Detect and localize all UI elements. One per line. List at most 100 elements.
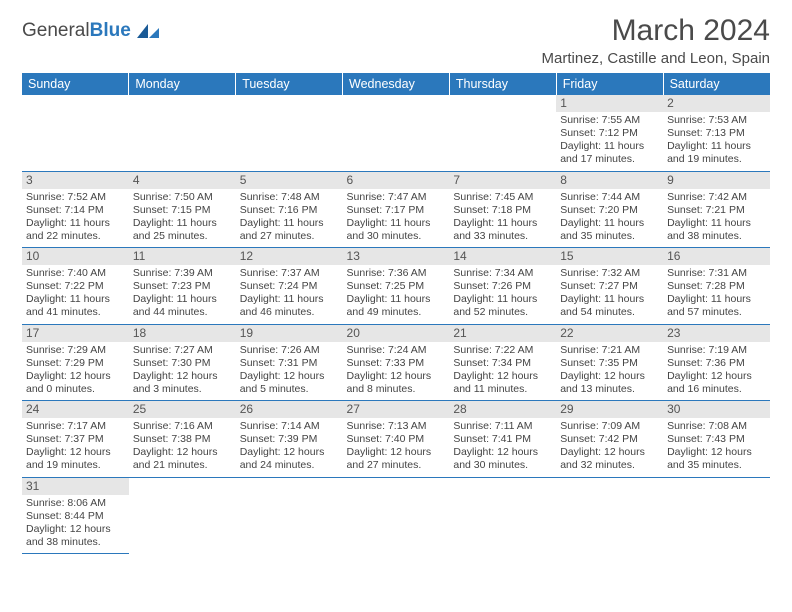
day-number: 10 (22, 248, 129, 265)
day-info-line: Sunrise: 7:29 AM (26, 344, 125, 357)
logo-text: GeneralBlue (22, 20, 131, 42)
day-number: 22 (556, 325, 663, 342)
calendar-cell: 29Sunrise: 7:09 AMSunset: 7:42 PMDayligh… (556, 401, 663, 478)
day-number: 11 (129, 248, 236, 265)
day-info-line: Sunset: 7:23 PM (133, 280, 232, 293)
weekday-header: Thursday (449, 73, 556, 95)
calendar-cell: 27Sunrise: 7:13 AMSunset: 7:40 PMDayligh… (343, 401, 450, 478)
calendar-row: 31 Sunrise: 8:06 AMSunset: 8:44 PMDayligh… (22, 477, 770, 554)
calendar-row: 17Sunrise: 7:29 AMSunset: 7:29 PMDayligh… (22, 324, 770, 401)
calendar-cell: 10Sunrise: 7:40 AMSunset: 7:22 PMDayligh… (22, 248, 129, 325)
day-info-line: Sunrise: 7:42 AM (667, 191, 766, 204)
calendar-cell (129, 95, 236, 171)
day-info-line: Daylight: 12 hours (560, 370, 659, 383)
day-info-line: Sunset: 7:31 PM (240, 357, 339, 370)
day-info-line: Sunrise: 7:39 AM (133, 267, 232, 280)
calendar-cell (556, 477, 663, 554)
calendar-cell: 26Sunrise: 7:14 AMSunset: 7:39 PMDayligh… (236, 401, 343, 478)
calendar-cell: 16Sunrise: 7:31 AMSunset: 7:28 PMDayligh… (663, 248, 770, 325)
day-info-line: Daylight: 11 hours (560, 217, 659, 230)
day-info-line: Sunset: 7:22 PM (26, 280, 125, 293)
day-number: 18 (129, 325, 236, 342)
day-info-line: Daylight: 12 hours (240, 446, 339, 459)
day-number: 7 (449, 172, 556, 189)
day-info-line: Sunset: 7:30 PM (133, 357, 232, 370)
day-info-line: and 44 minutes. (133, 306, 232, 319)
day-info-line: Sunset: 7:40 PM (347, 433, 446, 446)
calendar-body: 1Sunrise: 7:55 AMSunset: 7:12 PMDaylight… (22, 95, 770, 554)
day-number: 5 (236, 172, 343, 189)
day-number: 16 (663, 248, 770, 265)
day-number: 25 (129, 401, 236, 418)
day-number: 9 (663, 172, 770, 189)
calendar-cell: 4Sunrise: 7:50 AMSunset: 7:15 PMDaylight… (129, 171, 236, 248)
day-info-line: Daylight: 12 hours (26, 523, 125, 536)
day-info-line: Sunrise: 7:21 AM (560, 344, 659, 357)
day-info-line: Sunrise: 7:22 AM (453, 344, 552, 357)
day-info-line: and 33 minutes. (453, 230, 552, 243)
day-info-line: and 54 minutes. (560, 306, 659, 319)
day-info-line: Sunset: 7:37 PM (26, 433, 125, 446)
day-info-line: Sunset: 8:44 PM (26, 510, 125, 523)
day-info-line: Sunrise: 7:14 AM (240, 420, 339, 433)
day-info-line: Sunrise: 7:32 AM (560, 267, 659, 280)
calendar-cell: 9Sunrise: 7:42 AMSunset: 7:21 PMDaylight… (663, 171, 770, 248)
day-info-line: Sunset: 7:12 PM (560, 127, 659, 140)
day-info-line: Daylight: 12 hours (347, 370, 446, 383)
day-info-line: and 35 minutes. (560, 230, 659, 243)
calendar-cell: 31 Sunrise: 8:06 AMSunset: 8:44 PMDayligh… (22, 477, 129, 554)
day-info-line: Daylight: 12 hours (560, 446, 659, 459)
day-info-line: Sunset: 7:18 PM (453, 204, 552, 217)
day-info-line: Sunset: 7:26 PM (453, 280, 552, 293)
calendar-cell (129, 477, 236, 554)
day-info-line: Sunrise: 7:36 AM (347, 267, 446, 280)
day-number: 24 (22, 401, 129, 418)
day-info-line: Sunrise: 7:50 AM (133, 191, 232, 204)
location: Martinez, Castille and Leon, Spain (542, 50, 770, 67)
day-number: 31 (22, 478, 129, 495)
calendar-cell: 11 Sunrise: 7:39 AMSunset: 7:23 PMDayligh… (129, 248, 236, 325)
calendar-cell (449, 477, 556, 554)
day-info-line: Sunrise: 7:08 AM (667, 420, 766, 433)
calendar-cell: 12Sunrise: 7:37 AMSunset: 7:24 PMDayligh… (236, 248, 343, 325)
day-info-line: Sunset: 7:43 PM (667, 433, 766, 446)
day-info-line: Sunrise: 7:40 AM (26, 267, 125, 280)
day-info-line: Daylight: 11 hours (133, 293, 232, 306)
calendar-cell: 5Sunrise: 7:48 AMSunset: 7:16 PMDaylight… (236, 171, 343, 248)
day-info-line: and 38 minutes. (26, 536, 125, 549)
day-info-line: and 41 minutes. (26, 306, 125, 319)
day-info-line: Sunrise: 7:34 AM (453, 267, 552, 280)
day-info-line: Daylight: 11 hours (240, 217, 339, 230)
day-info-line: and 19 minutes. (26, 459, 125, 472)
weekday-header: Monday (129, 73, 236, 95)
day-info-line: Sunrise: 7:13 AM (347, 420, 446, 433)
calendar-cell: 22Sunrise: 7:21 AMSunset: 7:35 PMDayligh… (556, 324, 663, 401)
day-info-line: Sunrise: 7:27 AM (133, 344, 232, 357)
day-info-line: and 17 minutes. (560, 153, 659, 166)
day-number: 3 (22, 172, 129, 189)
calendar-cell (236, 477, 343, 554)
day-info-line: Sunrise: 8:06 AM (26, 497, 125, 510)
calendar-cell: 14Sunrise: 7:34 AMSunset: 7:26 PMDayligh… (449, 248, 556, 325)
day-info-line: Sunrise: 7:17 AM (26, 420, 125, 433)
day-info-line: and 38 minutes. (667, 230, 766, 243)
day-info-line: and 25 minutes. (133, 230, 232, 243)
day-info-line: and 5 minutes. (240, 383, 339, 396)
day-info-line: Daylight: 11 hours (453, 217, 552, 230)
day-info-line: Sunset: 7:20 PM (560, 204, 659, 217)
day-number: 28 (449, 401, 556, 418)
day-number: 26 (236, 401, 343, 418)
day-info-line: and 49 minutes. (347, 306, 446, 319)
day-info-line: Sunset: 7:36 PM (667, 357, 766, 370)
day-info-line: and 32 minutes. (560, 459, 659, 472)
calendar-cell (449, 95, 556, 171)
day-number: 21 (449, 325, 556, 342)
day-info-line: Daylight: 11 hours (667, 293, 766, 306)
day-number: 12 (236, 248, 343, 265)
calendar-cell: 23Sunrise: 7:19 AMSunset: 7:36 PMDayligh… (663, 324, 770, 401)
weekday-header: Friday (556, 73, 663, 95)
day-number: 17 (22, 325, 129, 342)
calendar-cell: 13Sunrise: 7:36 AMSunset: 7:25 PMDayligh… (343, 248, 450, 325)
day-number: 6 (343, 172, 450, 189)
day-info-line: Sunset: 7:15 PM (133, 204, 232, 217)
